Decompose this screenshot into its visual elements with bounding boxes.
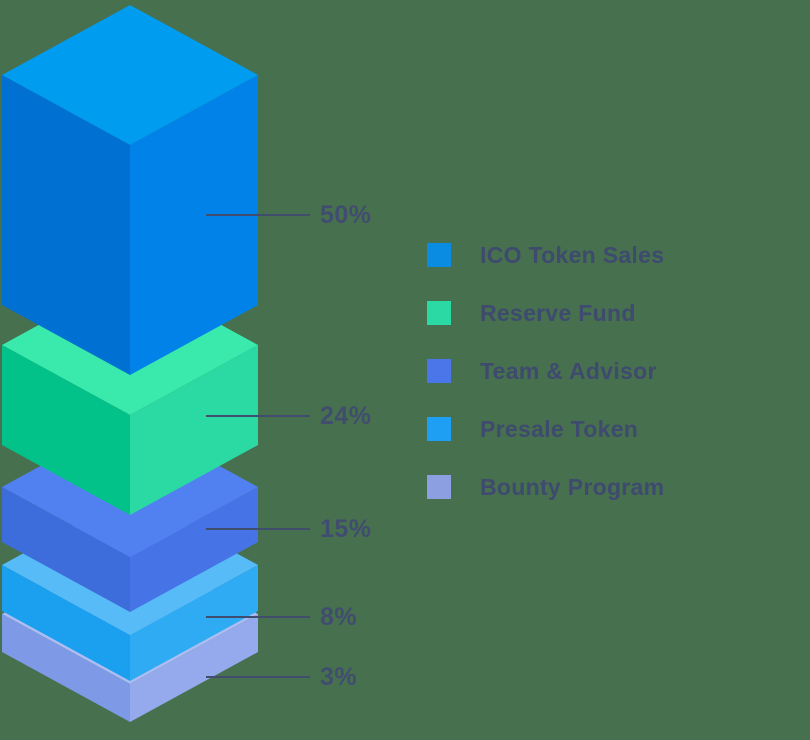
layer-ico-token-sales-right-face: [130, 75, 258, 375]
legend-swatch-reserve-fund: [427, 301, 451, 325]
legend-label: ICO Token Sales: [480, 241, 665, 268]
percent-label-bounty-program: 3%: [320, 663, 358, 691]
legend-item-presale-token: Presale Token: [427, 415, 664, 442]
layer-reserve-fund-left-face: [2, 345, 130, 515]
legend-swatch-ico-token-sales: [427, 243, 451, 267]
percent-label-ico-token-sales: 50%: [320, 201, 372, 229]
layer-ico-token-sales-left-face: [2, 75, 130, 375]
legend-item-bounty-program: Bounty Program: [427, 473, 665, 500]
legend-swatch-presale-token: [427, 417, 451, 441]
legend-label: Bounty Program: [480, 473, 665, 500]
isometric-stack-chart: [2, 5, 310, 722]
layer-team-advisor-right-face: [130, 487, 258, 612]
layer-team-advisor-left-face: [2, 487, 130, 612]
percent-label-presale-token: 8%: [320, 603, 358, 631]
legend-swatch-team-advisor: [427, 359, 451, 383]
legend-label: Reserve Fund: [480, 299, 636, 326]
legend-item-team-advisor: Team & Advisor: [427, 357, 664, 384]
percent-label-reserve-fund: 24%: [320, 402, 372, 430]
legend: ICO Token Sales Reserve Fund Team & Advi…: [427, 241, 665, 533]
layer-reserve-fund-right-face: [130, 345, 258, 515]
legend-item-ico-token-sales: ICO Token Sales: [427, 241, 665, 268]
layer-presale-token-left-face: [2, 565, 130, 681]
layer-bounty-program-right-face: [130, 614, 258, 722]
layer-bounty-program-left-face: [2, 614, 130, 722]
legend-swatch-bounty-program: [427, 475, 451, 499]
percent-label-team-advisor: 15%: [320, 515, 372, 543]
legend-label: Team & Advisor: [480, 357, 657, 384]
legend-label: Presale Token: [480, 415, 639, 442]
layer-presale-token-right-face: [130, 565, 258, 681]
legend-item-reserve-fund: Reserve Fund: [427, 299, 664, 326]
